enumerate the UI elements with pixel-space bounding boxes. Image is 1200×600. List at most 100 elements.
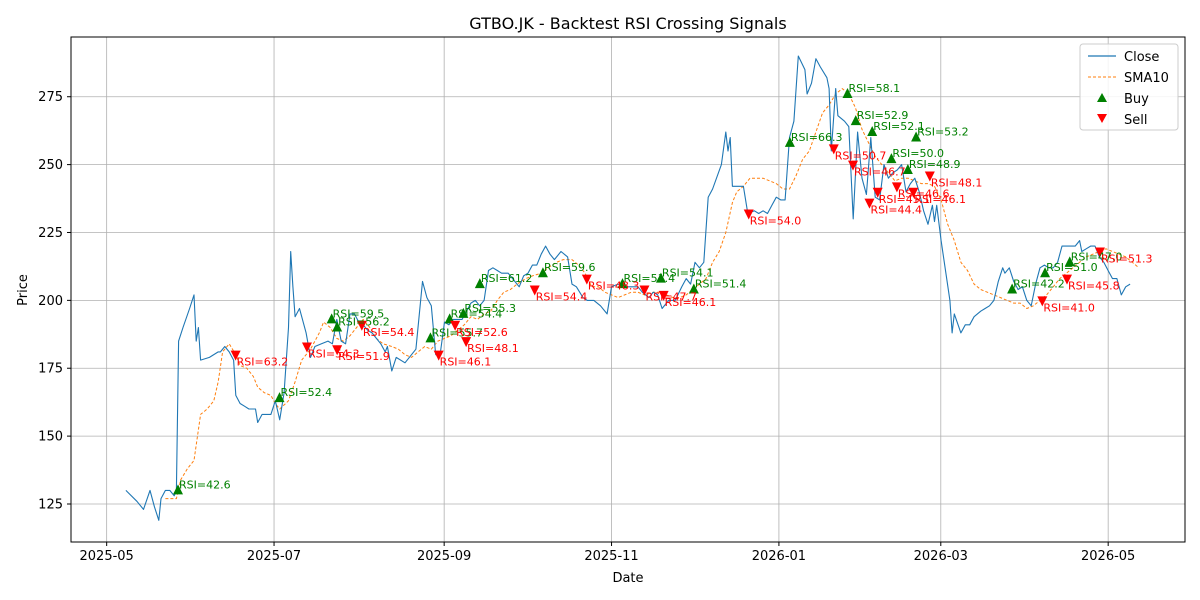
sell-annotation: RSI=45.8 <box>1068 280 1120 293</box>
buy-annotation: RSI=66.3 <box>791 131 843 144</box>
sell-annotation: RSI=63.2 <box>237 356 289 369</box>
buy-annotation: RSI=53.2 <box>917 125 969 138</box>
sell-annotation: RSI=51.9 <box>338 350 390 363</box>
buy-marker <box>537 267 548 278</box>
buy-annotation: RSI=61.2 <box>481 272 533 285</box>
legend-buy-marker <box>1097 93 1107 102</box>
sell-annotation: RSI=46.6 <box>898 187 950 200</box>
sma10-series <box>165 88 1140 500</box>
legend-close-label: Close <box>1124 50 1159 65</box>
buy-annotation: RSI=55.7 <box>431 326 483 339</box>
buy-annotation: RSI=51.4 <box>624 272 676 285</box>
x-tick-label: 2026-01 <box>752 549 806 564</box>
sell-marker <box>1037 296 1048 307</box>
sell-marker <box>581 274 592 285</box>
buy-marker <box>1007 283 1018 294</box>
close-series <box>125 55 1131 521</box>
buy-annotation: RSI=55.3 <box>464 302 516 315</box>
buy-annotation: RSI=54.4 <box>451 307 503 320</box>
legend-sma-label: SMA10 <box>1124 71 1169 86</box>
sell-annotation: RSI=48.3 <box>588 280 640 293</box>
buy-marker <box>326 313 337 324</box>
legend: Close SMA10 Buy Sell <box>1079 43 1179 131</box>
sell-marker <box>924 171 935 182</box>
buy-marker <box>332 321 343 332</box>
sell-marker <box>529 285 540 296</box>
sell-marker <box>847 160 858 171</box>
sell-annotation: RSI=54.4 <box>363 326 415 339</box>
buy-annotation: RSI=52.9 <box>857 109 909 122</box>
legend-frame <box>1079 43 1179 131</box>
sell-annotation: RSI=51.3 <box>1101 252 1153 265</box>
sell-annotation: RSI=46.1 <box>440 356 492 369</box>
sell-marker <box>1062 274 1073 285</box>
buy-annotation: RSI=56.2 <box>338 316 390 329</box>
sell-marker <box>433 350 444 361</box>
buy-annotation: RSI=42.2 <box>1013 278 1065 291</box>
sell-marker <box>230 350 241 361</box>
sma10-line <box>165 88 1140 500</box>
sell-marker <box>908 187 919 198</box>
signal-markers <box>173 88 1105 495</box>
sell-annotation: RSI=54.0 <box>750 214 802 227</box>
y-tick-label: 125 <box>38 497 63 512</box>
buy-annotation: RSI=52.4 <box>281 386 333 399</box>
sell-annotation: RSI=48.1 <box>467 342 519 355</box>
buy-annotation: RSI=51.4 <box>695 278 747 291</box>
buy-annotation: RSI=48.9 <box>909 158 961 171</box>
y-axis-label: Price <box>16 274 31 306</box>
sell-marker <box>864 198 875 209</box>
sell-annotation: RSI=50.7 <box>835 149 887 162</box>
sell-marker <box>872 187 883 198</box>
axes-background <box>71 37 1185 542</box>
x-tick-label: 2025-11 <box>584 549 638 564</box>
buy-marker <box>655 272 666 283</box>
buy-marker <box>1064 256 1075 267</box>
y-tick-label: 200 <box>38 294 63 309</box>
legend-sell-marker <box>1097 114 1107 123</box>
buy-marker <box>867 126 878 137</box>
sell-marker <box>301 342 312 353</box>
buy-annotation: RSI=58.1 <box>849 82 901 95</box>
sell-marker <box>743 209 754 220</box>
sell-marker <box>828 144 839 155</box>
sell-annotation: RSI=45.1 <box>879 193 931 206</box>
buy-marker <box>688 283 699 294</box>
x-tick-label: 2025-09 <box>417 549 471 564</box>
x-axis-ticks: 2025-05 2025-07 2025-09 2025-11 2026-01 2026-… <box>80 542 1135 564</box>
sell-annotation: RSI=54.4 <box>536 291 588 304</box>
buy-marker <box>842 88 853 99</box>
sell-annotation: RSI=46.1 <box>665 296 717 309</box>
close-line <box>125 55 1131 521</box>
buy-marker <box>458 307 469 318</box>
sell-annotation: RSI=47.7 <box>645 291 697 304</box>
sell-annotation: RSI=44.4 <box>870 204 922 217</box>
buy-annotation: RSI=54.1 <box>662 267 714 280</box>
buy-marker <box>474 278 485 289</box>
buy-marker <box>850 115 861 126</box>
x-axis-label: Date <box>612 571 643 586</box>
buy-marker <box>902 164 913 175</box>
sell-annotation: RSI=54.3 <box>308 348 360 361</box>
sell-annotation: RSI=52.6 <box>456 326 508 339</box>
buy-marker <box>886 153 897 164</box>
legend-buy-label: Buy <box>1124 92 1149 107</box>
x-tick-label: 2025-07 <box>247 549 301 564</box>
sell-marker <box>332 345 343 356</box>
sell-marker <box>356 320 367 331</box>
buy-marker <box>425 332 436 343</box>
sell-marker <box>1094 247 1105 258</box>
buy-annotation: RSI=51.0 <box>1046 261 1098 274</box>
y-tick-label: 225 <box>38 226 63 241</box>
sell-marker <box>658 290 669 301</box>
buy-marker <box>1040 267 1051 278</box>
buy-annotation: RSI=50.0 <box>892 147 944 160</box>
sell-marker <box>891 182 902 193</box>
axes-frame <box>70 36 1186 543</box>
y-axis-ticks: 125 150 175 200 225 250 275 <box>38 90 71 512</box>
sell-marker <box>639 285 650 296</box>
buy-annotation: RSI=59.6 <box>544 261 596 274</box>
sell-marker <box>450 320 461 331</box>
